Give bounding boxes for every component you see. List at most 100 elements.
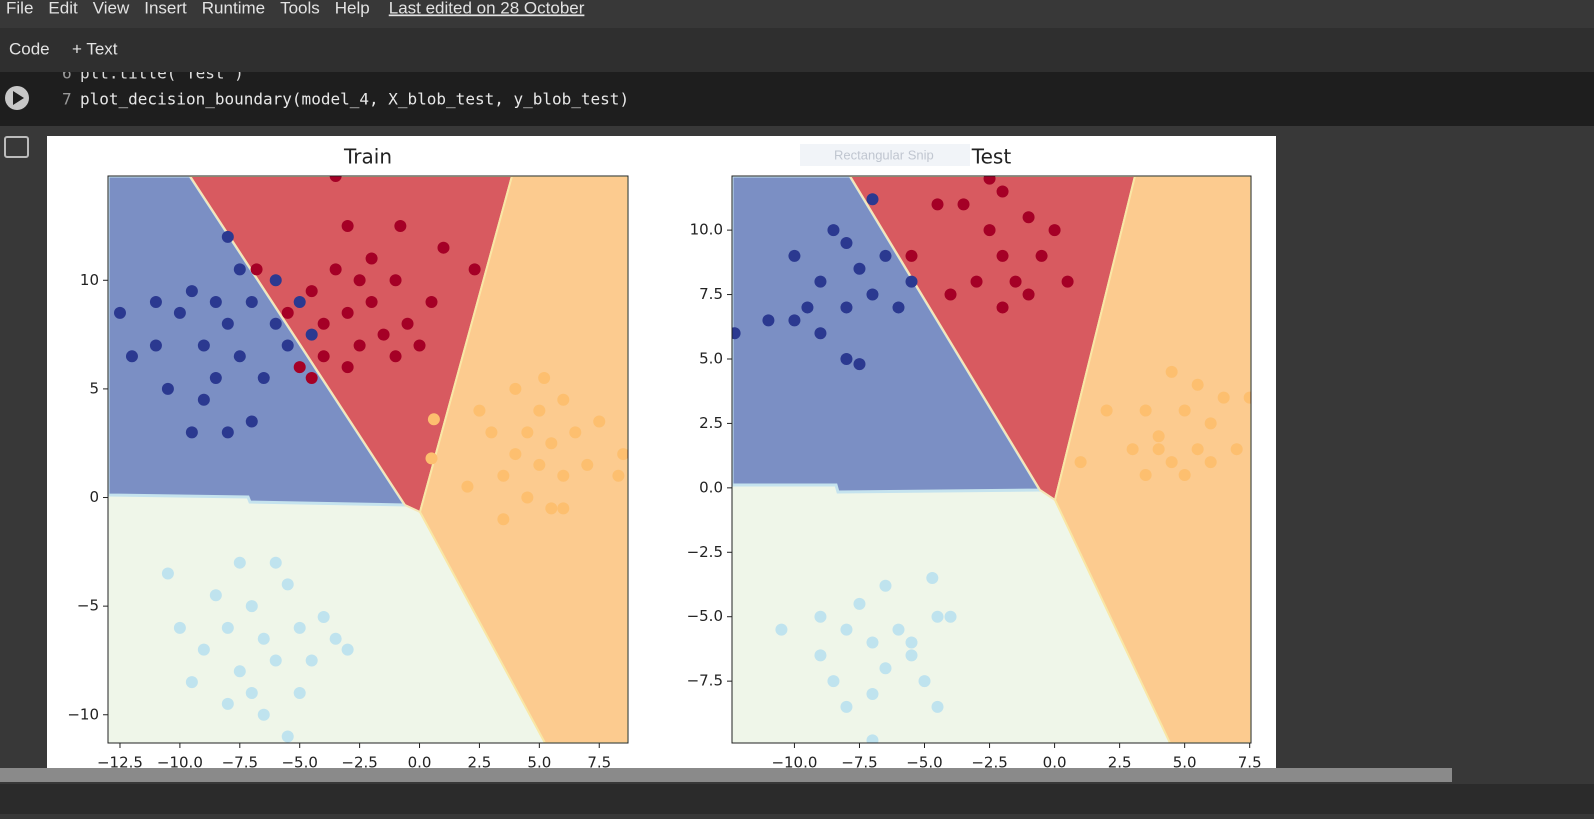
x-tick-label: −5.0: [906, 754, 942, 772]
point: [926, 572, 939, 585]
point: [245, 687, 258, 700]
x-tick-label: −7.5: [841, 754, 877, 772]
point: [197, 643, 210, 656]
point: [853, 262, 866, 275]
y-tick-label: −7.5: [687, 672, 723, 690]
decision-regions: [732, 176, 1251, 743]
scrollbar[interactable]: [0, 768, 1452, 782]
point: [185, 285, 198, 298]
toolbar: [0, 28, 1594, 72]
menu-item[interactable]: Runtime: [202, 0, 265, 17]
point: [377, 328, 390, 341]
point: [879, 662, 892, 675]
point: [905, 636, 918, 649]
y-tick-label: 10: [80, 271, 99, 289]
point: [149, 339, 162, 352]
point: [775, 623, 788, 636]
point: [281, 730, 294, 743]
menu-bar: [0, 0, 1594, 28]
last-edited[interactable]: Last edited on 28 October: [389, 0, 585, 17]
point: [353, 339, 366, 352]
run-icon: [13, 91, 24, 105]
x-tick-label: −7.5: [222, 754, 258, 772]
decision-regions: [108, 176, 628, 743]
point: [1009, 275, 1022, 288]
point: [197, 393, 210, 406]
point: [497, 469, 510, 482]
line-number: 6: [62, 64, 72, 83]
x-tick-label: −2.5: [971, 754, 1007, 772]
point: [545, 502, 558, 515]
point: [879, 579, 892, 592]
point: [853, 358, 866, 371]
point: [161, 567, 174, 580]
point: [341, 219, 354, 232]
point: [1152, 443, 1165, 456]
point: [221, 317, 234, 330]
point: [389, 274, 402, 287]
output-icon[interactable]: [4, 136, 29, 158]
x-tick-label: 0.0: [408, 754, 432, 772]
point: [944, 288, 957, 301]
menu-item[interactable]: Tools: [280, 0, 320, 17]
point: [581, 458, 594, 471]
point: [1165, 365, 1178, 378]
point: [814, 649, 827, 662]
point: [233, 665, 246, 678]
point: [197, 339, 210, 352]
point: [1152, 430, 1165, 443]
y-tick-label: −5: [77, 597, 99, 615]
x-tick-label: 2.5: [1108, 754, 1132, 772]
snip-text: Rectangular Snip: [834, 147, 934, 162]
point: [521, 426, 534, 439]
point: [827, 224, 840, 237]
point: [269, 274, 282, 287]
point: [281, 578, 294, 591]
point: [437, 241, 450, 254]
point: [840, 352, 853, 365]
point: [461, 480, 474, 493]
code-button[interactable]: Code: [9, 39, 50, 58]
point: [185, 426, 198, 439]
text-button[interactable]: + Text: [72, 39, 118, 58]
menu-item[interactable]: File: [6, 0, 33, 17]
point: [1048, 224, 1061, 237]
point: [545, 437, 558, 450]
point: [866, 688, 879, 701]
y-tick-label: 7.5: [699, 285, 723, 303]
point: [473, 404, 486, 417]
menu-item[interactable]: Insert: [144, 0, 187, 17]
point: [497, 513, 510, 526]
point: [853, 597, 866, 610]
menu-item[interactable]: Edit: [48, 0, 78, 17]
point: [801, 301, 814, 314]
point: [983, 224, 996, 237]
point: [485, 426, 498, 439]
point: [413, 339, 426, 352]
menu-item[interactable]: Help: [335, 0, 370, 17]
point: [1204, 456, 1217, 469]
point: [401, 317, 414, 330]
x-tick-label: 0.0: [1043, 754, 1067, 772]
point: [341, 361, 354, 374]
point: [389, 350, 402, 363]
menu-item[interactable]: View: [93, 0, 130, 17]
point: [329, 632, 342, 645]
point: [209, 296, 222, 308]
point: [317, 350, 330, 363]
point: [1243, 391, 1251, 404]
point: [762, 314, 775, 327]
point: [1217, 391, 1230, 404]
status-bar: [0, 784, 1594, 814]
point: [1204, 417, 1217, 430]
line-number: 7: [62, 90, 72, 109]
point: [509, 448, 522, 461]
point: [1178, 404, 1191, 417]
point: [538, 372, 551, 385]
point: [1191, 443, 1204, 456]
axes-frame: [731, 175, 1252, 744]
point: [905, 649, 918, 662]
point: [341, 643, 354, 656]
point: [353, 274, 366, 287]
point: [221, 621, 234, 634]
